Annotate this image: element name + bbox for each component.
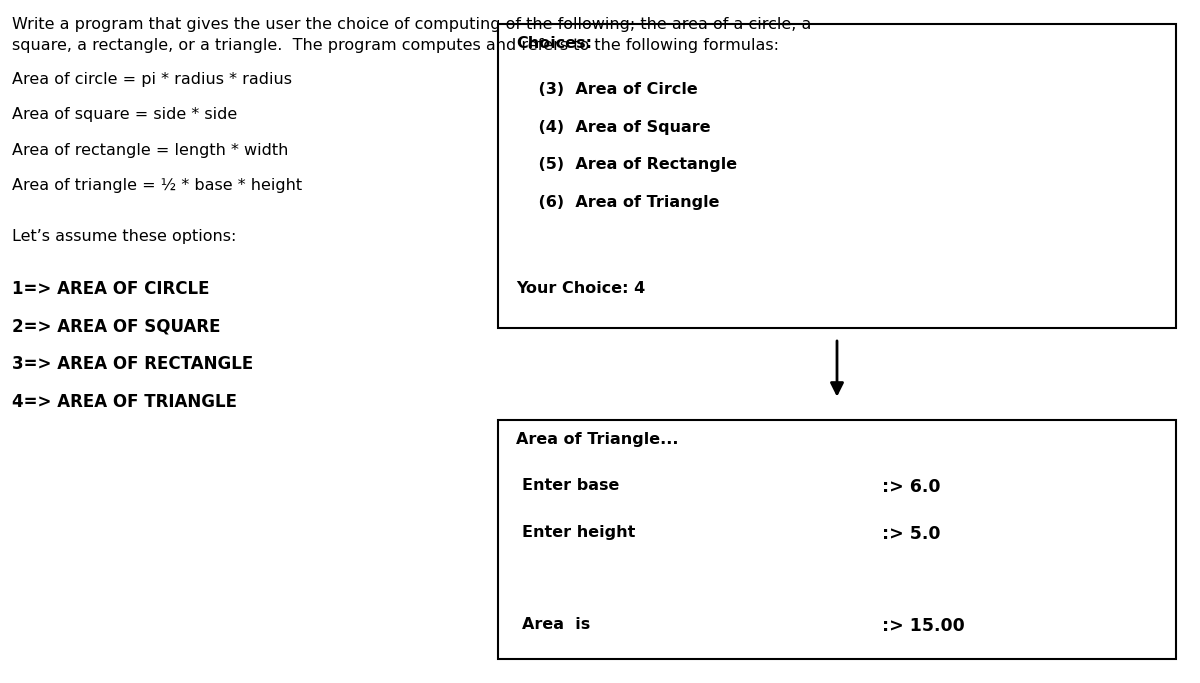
Text: (3)  Area of Circle: (3) Area of Circle (516, 82, 697, 97)
Text: :> 6.0: :> 6.0 (882, 478, 941, 496)
Text: Area of Triangle...: Area of Triangle... (516, 432, 678, 447)
Text: (6)  Area of Triangle: (6) Area of Triangle (516, 195, 720, 210)
Text: Area of circle = pi * radius * radius: Area of circle = pi * radius * radius (12, 72, 292, 87)
Text: (4)  Area of Square: (4) Area of Square (516, 120, 710, 135)
Text: 4=> AREA OF TRIANGLE: 4=> AREA OF TRIANGLE (12, 393, 238, 410)
Text: (5)  Area of Rectangle: (5) Area of Rectangle (516, 157, 737, 172)
Text: Area  is: Area is (522, 617, 590, 632)
Text: Write a program that gives the user the choice of computing of the following; th: Write a program that gives the user the … (12, 17, 811, 32)
Text: Choices:: Choices: (516, 36, 592, 51)
Text: Your Choice: 4: Your Choice: 4 (516, 281, 646, 296)
FancyBboxPatch shape (498, 420, 1176, 659)
Text: Enter base: Enter base (522, 478, 619, 493)
FancyBboxPatch shape (498, 24, 1176, 328)
Text: Area of triangle = ½ * base * height: Area of triangle = ½ * base * height (12, 178, 302, 193)
Text: 3=> AREA OF RECTANGLE: 3=> AREA OF RECTANGLE (12, 355, 253, 373)
Text: 1=> AREA OF CIRCLE: 1=> AREA OF CIRCLE (12, 280, 210, 298)
Text: Let’s assume these options:: Let’s assume these options: (12, 229, 236, 244)
Text: 2=> AREA OF SQUARE: 2=> AREA OF SQUARE (12, 318, 221, 335)
Text: :> 15.00: :> 15.00 (882, 617, 965, 635)
Text: :> 5.0: :> 5.0 (882, 525, 941, 542)
Text: Area of square = side * side: Area of square = side * side (12, 107, 238, 122)
Text: Area of rectangle = length * width: Area of rectangle = length * width (12, 143, 288, 158)
Text: Enter height: Enter height (522, 525, 635, 540)
Text: square, a rectangle, or a triangle.  The program computes and refers to the foll: square, a rectangle, or a triangle. The … (12, 38, 779, 53)
